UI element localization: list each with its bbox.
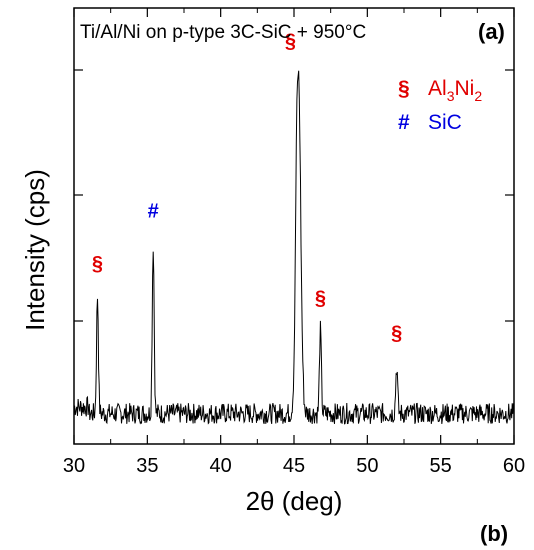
panel-label-a: (a) bbox=[478, 19, 505, 44]
legend-label-sic: SiC bbox=[428, 111, 462, 134]
peak-markers: § # § § § bbox=[92, 30, 402, 344]
x-axis-title: 2θ (deg) bbox=[246, 486, 343, 516]
legend-label-al3ni2: Al3Ni2 bbox=[428, 77, 482, 104]
xrd-pattern-line bbox=[73, 70, 515, 425]
x-tick-label: 45 bbox=[283, 455, 305, 477]
x-tick-label: 55 bbox=[430, 455, 452, 477]
y-axis-title: Intensity (cps) bbox=[20, 169, 50, 331]
x-tick-label: 30 bbox=[63, 455, 85, 477]
x-tick-label: 35 bbox=[136, 455, 158, 477]
x-tick-label: 50 bbox=[356, 455, 378, 477]
chart-title: Ti/Al/Ni on p-type 3C-SiC + 950°C bbox=[80, 22, 366, 43]
x-tick-label: 40 bbox=[210, 455, 232, 477]
axis-ticks bbox=[73, 8, 515, 444]
x-tick-label: 60 bbox=[503, 455, 525, 477]
peak-marker: § bbox=[391, 323, 402, 345]
panel-label-b: (b) bbox=[480, 521, 508, 546]
peak-marker: # bbox=[148, 200, 159, 222]
legend: § Al3Ni2 # SiC bbox=[398, 77, 482, 134]
legend-symbol-sic: # bbox=[398, 111, 410, 134]
peak-marker: § bbox=[92, 253, 103, 275]
peak-marker: § bbox=[285, 30, 296, 52]
legend-symbol-al3ni2: § bbox=[398, 77, 410, 100]
x-tick-labels: 30 35 40 45 50 55 60 bbox=[63, 455, 525, 477]
peak-marker: § bbox=[315, 288, 326, 310]
